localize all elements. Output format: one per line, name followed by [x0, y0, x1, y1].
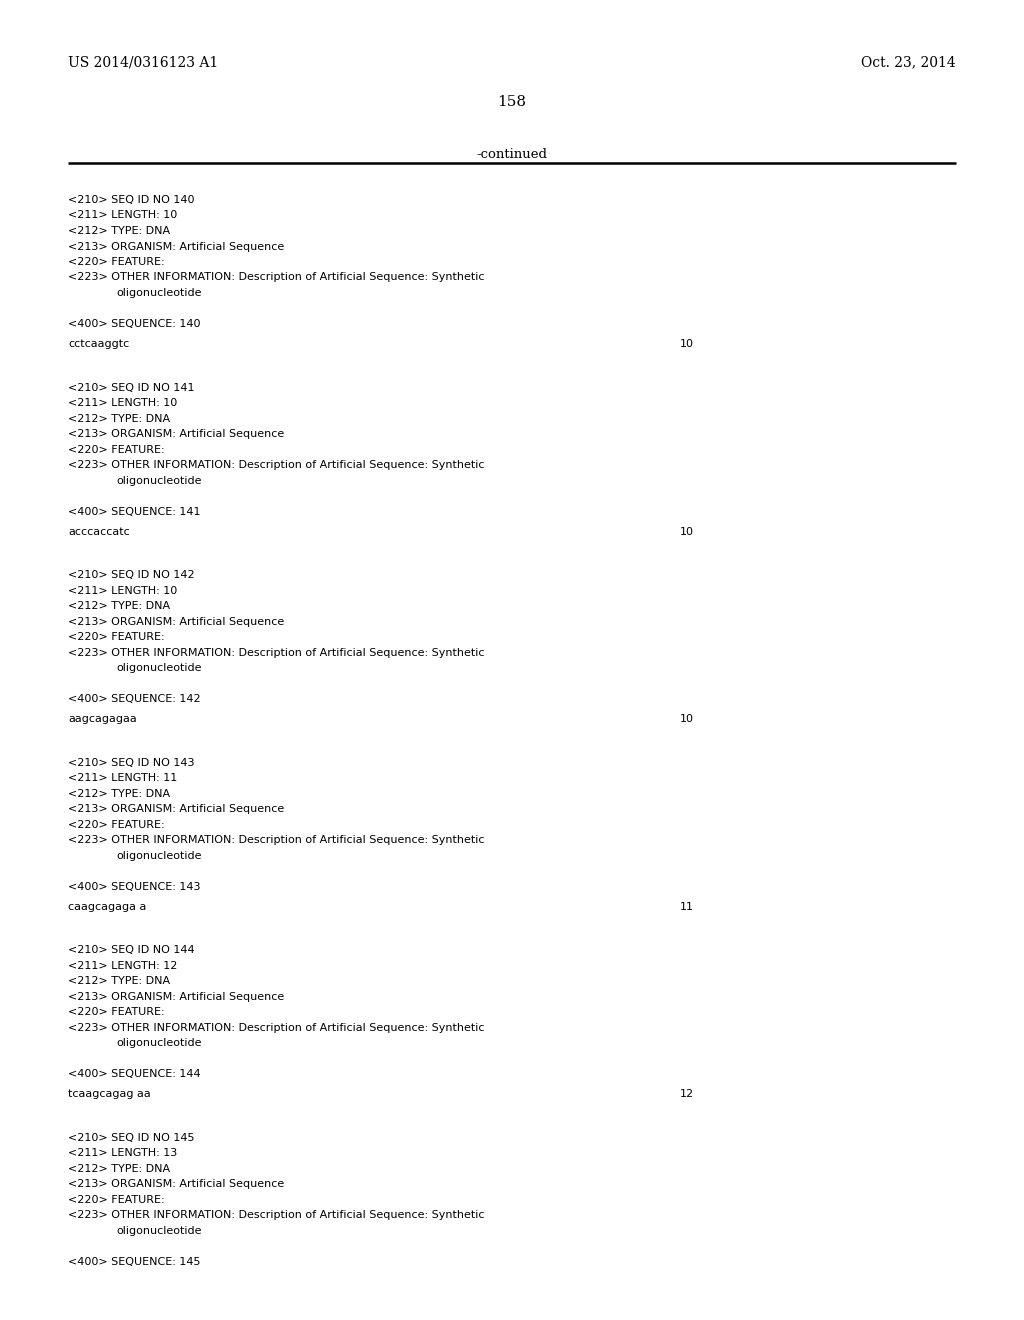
Text: <211> LENGTH: 10: <211> LENGTH: 10 — [68, 399, 177, 408]
Text: <400> SEQUENCE: 143: <400> SEQUENCE: 143 — [68, 882, 201, 891]
Text: <211> LENGTH: 10: <211> LENGTH: 10 — [68, 210, 177, 220]
Text: <210> SEQ ID NO 143: <210> SEQ ID NO 143 — [68, 758, 195, 768]
Text: <213> ORGANISM: Artificial Sequence: <213> ORGANISM: Artificial Sequence — [68, 242, 285, 252]
Text: <213> ORGANISM: Artificial Sequence: <213> ORGANISM: Artificial Sequence — [68, 616, 285, 627]
Text: aagcagagaa: aagcagagaa — [68, 714, 137, 725]
Text: <223> OTHER INFORMATION: Description of Artificial Sequence: Synthetic: <223> OTHER INFORMATION: Description of … — [68, 272, 484, 282]
Text: Oct. 23, 2014: Oct. 23, 2014 — [861, 55, 956, 69]
Text: oligonucleotide: oligonucleotide — [116, 850, 202, 861]
Text: <220> FEATURE:: <220> FEATURE: — [68, 820, 165, 830]
Text: <400> SEQUENCE: 141: <400> SEQUENCE: 141 — [68, 507, 201, 516]
Text: caagcagaga a: caagcagaga a — [68, 902, 146, 912]
Text: <220> FEATURE:: <220> FEATURE: — [68, 1195, 165, 1205]
Text: oligonucleotide: oligonucleotide — [116, 288, 202, 298]
Text: <210> SEQ ID NO 141: <210> SEQ ID NO 141 — [68, 383, 195, 392]
Text: <212> TYPE: DNA: <212> TYPE: DNA — [68, 788, 170, 799]
Text: 10: 10 — [680, 339, 694, 350]
Text: <211> LENGTH: 12: <211> LENGTH: 12 — [68, 961, 177, 970]
Text: <210> SEQ ID NO 140: <210> SEQ ID NO 140 — [68, 195, 195, 205]
Text: US 2014/0316123 A1: US 2014/0316123 A1 — [68, 55, 218, 69]
Text: 158: 158 — [498, 95, 526, 110]
Text: oligonucleotide: oligonucleotide — [116, 663, 202, 673]
Text: <212> TYPE: DNA: <212> TYPE: DNA — [68, 601, 170, 611]
Text: <223> OTHER INFORMATION: Description of Artificial Sequence: Synthetic: <223> OTHER INFORMATION: Description of … — [68, 836, 484, 845]
Text: 11: 11 — [680, 902, 694, 912]
Text: <212> TYPE: DNA: <212> TYPE: DNA — [68, 226, 170, 236]
Text: <211> LENGTH: 11: <211> LENGTH: 11 — [68, 774, 177, 783]
Text: <220> FEATURE:: <220> FEATURE: — [68, 1007, 165, 1018]
Text: <210> SEQ ID NO 145: <210> SEQ ID NO 145 — [68, 1133, 195, 1143]
Text: acccaccatc: acccaccatc — [68, 527, 130, 537]
Text: <212> TYPE: DNA: <212> TYPE: DNA — [68, 413, 170, 424]
Text: <400> SEQUENCE: 140: <400> SEQUENCE: 140 — [68, 319, 201, 329]
Text: <220> FEATURE:: <220> FEATURE: — [68, 632, 165, 642]
Text: <220> FEATURE:: <220> FEATURE: — [68, 257, 165, 267]
Text: <220> FEATURE:: <220> FEATURE: — [68, 445, 165, 454]
Text: 12: 12 — [680, 1089, 694, 1100]
Text: <212> TYPE: DNA: <212> TYPE: DNA — [68, 1164, 170, 1173]
Text: <223> OTHER INFORMATION: Description of Artificial Sequence: Synthetic: <223> OTHER INFORMATION: Description of … — [68, 461, 484, 470]
Text: <223> OTHER INFORMATION: Description of Artificial Sequence: Synthetic: <223> OTHER INFORMATION: Description of … — [68, 1023, 484, 1032]
Text: <211> LENGTH: 10: <211> LENGTH: 10 — [68, 586, 177, 595]
Text: <400> SEQUENCE: 145: <400> SEQUENCE: 145 — [68, 1257, 201, 1267]
Text: <213> ORGANISM: Artificial Sequence: <213> ORGANISM: Artificial Sequence — [68, 429, 285, 440]
Text: 10: 10 — [680, 714, 694, 725]
Text: oligonucleotide: oligonucleotide — [116, 1226, 202, 1236]
Text: <213> ORGANISM: Artificial Sequence: <213> ORGANISM: Artificial Sequence — [68, 991, 285, 1002]
Text: -continued: -continued — [476, 148, 548, 161]
Text: 10: 10 — [680, 527, 694, 537]
Text: <223> OTHER INFORMATION: Description of Artificial Sequence: Synthetic: <223> OTHER INFORMATION: Description of … — [68, 648, 484, 657]
Text: <213> ORGANISM: Artificial Sequence: <213> ORGANISM: Artificial Sequence — [68, 804, 285, 814]
Text: <212> TYPE: DNA: <212> TYPE: DNA — [68, 977, 170, 986]
Text: tcaagcagag aa: tcaagcagag aa — [68, 1089, 151, 1100]
Text: <400> SEQUENCE: 144: <400> SEQUENCE: 144 — [68, 1069, 201, 1080]
Text: <213> ORGANISM: Artificial Sequence: <213> ORGANISM: Artificial Sequence — [68, 1179, 285, 1189]
Text: <211> LENGTH: 13: <211> LENGTH: 13 — [68, 1148, 177, 1158]
Text: <223> OTHER INFORMATION: Description of Artificial Sequence: Synthetic: <223> OTHER INFORMATION: Description of … — [68, 1210, 484, 1220]
Text: oligonucleotide: oligonucleotide — [116, 1039, 202, 1048]
Text: <210> SEQ ID NO 142: <210> SEQ ID NO 142 — [68, 570, 195, 579]
Text: oligonucleotide: oligonucleotide — [116, 475, 202, 486]
Text: <400> SEQUENCE: 142: <400> SEQUENCE: 142 — [68, 694, 201, 704]
Text: <210> SEQ ID NO 144: <210> SEQ ID NO 144 — [68, 945, 195, 956]
Text: cctcaaggtc: cctcaaggtc — [68, 339, 129, 350]
